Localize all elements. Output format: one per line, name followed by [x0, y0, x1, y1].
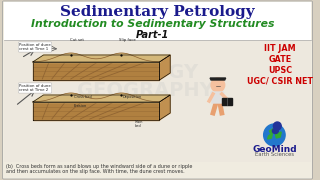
Text: GEOGRAPHY: GEOGRAPHY	[77, 80, 214, 100]
Ellipse shape	[272, 129, 278, 134]
Polygon shape	[159, 55, 170, 80]
Text: Position of dune
crest at Time 2: Position of dune crest at Time 2	[19, 84, 51, 92]
Text: Cross bed: Cross bed	[74, 95, 91, 99]
FancyBboxPatch shape	[3, 1, 312, 179]
Polygon shape	[222, 98, 232, 105]
Text: UPSC: UPSC	[268, 66, 292, 75]
Text: GeoMind: GeoMind	[252, 145, 297, 154]
Polygon shape	[269, 128, 276, 133]
Text: Introduction to Sedimentary Structures: Introduction to Sedimentary Structures	[31, 19, 274, 29]
Text: Main
bed: Main bed	[135, 120, 143, 128]
Polygon shape	[275, 132, 281, 138]
Circle shape	[264, 124, 285, 146]
Text: IIT JAM: IIT JAM	[264, 44, 296, 53]
Bar	[4, 40, 311, 162]
Text: Erosion: Erosion	[74, 104, 87, 108]
Text: Position of dune
crest at Time 1: Position of dune crest at Time 1	[19, 43, 51, 51]
Text: Slip face: Slip face	[118, 38, 135, 42]
Text: GEOLOGY: GEOLOGY	[94, 62, 198, 82]
Text: (b)  Cross beds form as sand blows up the windward side of a dune or ripple
and : (b) Cross beds form as sand blows up the…	[6, 164, 193, 174]
Text: Part-1: Part-1	[136, 30, 169, 40]
Text: Cut set: Cut set	[70, 38, 84, 42]
Text: GATE: GATE	[269, 55, 292, 64]
Polygon shape	[159, 95, 170, 120]
Circle shape	[211, 78, 225, 92]
Polygon shape	[268, 133, 272, 139]
Polygon shape	[33, 55, 170, 62]
Text: Earth Sciences: Earth Sciences	[255, 152, 294, 158]
Polygon shape	[211, 92, 224, 103]
Bar	[4, 2, 311, 40]
Polygon shape	[33, 102, 159, 120]
Text: UGC/ CSIR NET: UGC/ CSIR NET	[247, 76, 313, 86]
Polygon shape	[210, 78, 226, 80]
Circle shape	[273, 122, 281, 130]
Text: Sedimentary Petrology: Sedimentary Petrology	[60, 5, 255, 19]
Text: Deposition: Deposition	[123, 95, 142, 99]
Polygon shape	[33, 95, 170, 102]
Polygon shape	[33, 62, 159, 80]
